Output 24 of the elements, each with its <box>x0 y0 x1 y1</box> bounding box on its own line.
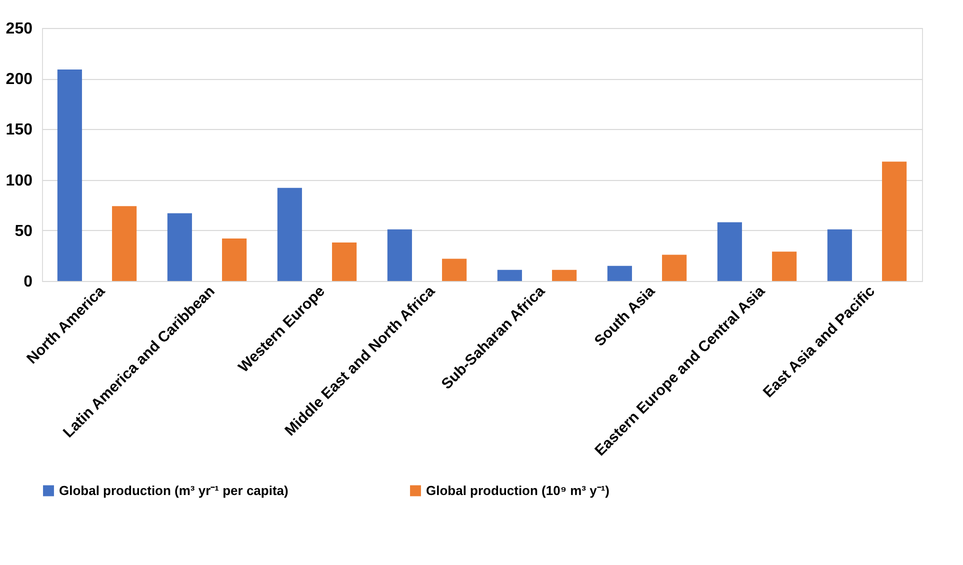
bar <box>112 206 137 281</box>
bar <box>57 69 82 281</box>
bar <box>827 229 852 281</box>
y-tick-label: 50 <box>14 222 33 240</box>
legend-label: Global production (10⁹ m³ y⁻¹) <box>426 482 610 498</box>
bar <box>332 242 357 281</box>
bar <box>882 162 907 281</box>
y-tick-label: 150 <box>6 122 33 139</box>
bar <box>442 258 467 281</box>
y-tick-label: 100 <box>6 172 33 190</box>
legend-label: Global production (m³ yr⁻¹ per capita) <box>59 482 288 498</box>
bar <box>662 254 687 281</box>
bar <box>167 213 192 281</box>
y-tick-label: 250 <box>6 20 33 38</box>
bar <box>772 252 797 281</box>
bar <box>277 188 302 281</box>
bar <box>607 266 632 281</box>
bar <box>387 229 412 281</box>
y-tick-label: 0 <box>24 274 33 290</box>
bar <box>497 270 522 281</box>
bar <box>222 238 247 281</box>
bar <box>552 270 577 281</box>
y-tick-label: 200 <box>6 71 33 88</box>
bar <box>717 222 742 281</box>
